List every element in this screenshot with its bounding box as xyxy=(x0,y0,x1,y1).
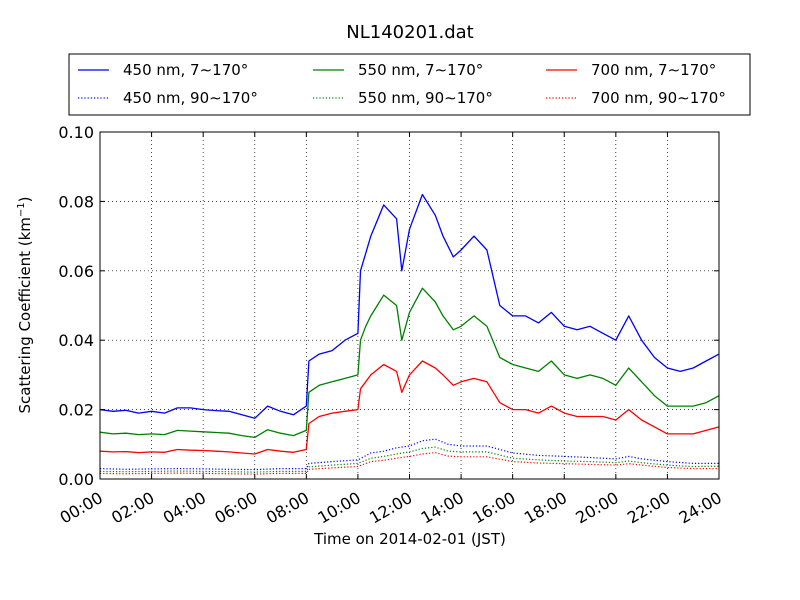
x-tick-label: 02:00 xyxy=(108,488,157,528)
x-tick-label: 08:00 xyxy=(263,488,312,528)
y-axis-label-main: Scattering Coefficient (km xyxy=(16,217,34,413)
ticks: 00:00 02:00 04:00 06:00 08:00 10:00 12:00 14:00… xyxy=(57,123,725,528)
y-axis-label-sup: −1 xyxy=(16,202,27,217)
x-tick-label: 22:00 xyxy=(624,488,673,528)
x-tick-label: 18:00 xyxy=(521,488,570,528)
y-tick-label: 0.00 xyxy=(58,470,94,489)
legend: 450 nm, 7∼170° 550 nm, 7∼170° 700 nm, 7∼17… xyxy=(68,53,751,116)
legend-label-2: 550 nm, 7∼170° xyxy=(358,61,483,79)
y-axis-label-end: ) xyxy=(16,196,34,202)
y-tick-label: 0.10 xyxy=(58,123,94,142)
legend-label-6: 700 nm, 90∼170° xyxy=(591,89,726,107)
series-line-1 xyxy=(99,193,720,419)
x-tick-label: 00:00 xyxy=(57,488,106,528)
legend-label-5: 550 nm, 90∼170° xyxy=(358,89,493,107)
series-line-6 xyxy=(99,452,719,475)
legend-frame xyxy=(68,53,751,116)
plot-area: 00:00 02:00 04:00 06:00 08:00 10:00 12:00 14:00… xyxy=(57,123,725,528)
series-line-3 xyxy=(99,360,720,455)
grid xyxy=(100,132,719,479)
y-tick-label: 0.04 xyxy=(58,331,94,350)
y-axis-label: Scattering Coefficient (km−1) xyxy=(16,196,34,413)
y-tick-label: 0.06 xyxy=(58,262,94,281)
y-tick-label: 0.08 xyxy=(58,192,94,211)
y-tick-label: 0.02 xyxy=(58,401,94,420)
x-tick-label: 24:00 xyxy=(676,488,725,528)
legend-label-4: 450 nm, 90∼170° xyxy=(123,89,258,107)
series-layer xyxy=(99,193,720,475)
x-tick-label: 06:00 xyxy=(211,488,260,528)
x-tick-label: 16:00 xyxy=(469,488,518,528)
x-axis-label: Time on 2014-02-01 (JST) xyxy=(313,530,506,548)
x-tick-label: 14:00 xyxy=(418,488,467,528)
x-tick-label: 20:00 xyxy=(572,488,621,528)
series-line-5 xyxy=(99,446,720,473)
series-line-2 xyxy=(99,287,720,439)
x-tick-label: 12:00 xyxy=(366,488,415,528)
chart-title: NL140201.dat xyxy=(346,22,473,43)
legend-label-3: 700 nm, 7∼170° xyxy=(591,61,716,79)
x-tick-label: 04:00 xyxy=(160,488,209,528)
legend-label-1: 450 nm, 7∼170° xyxy=(123,61,248,79)
x-tick-label: 10:00 xyxy=(314,488,363,528)
series-line-4 xyxy=(99,438,719,471)
